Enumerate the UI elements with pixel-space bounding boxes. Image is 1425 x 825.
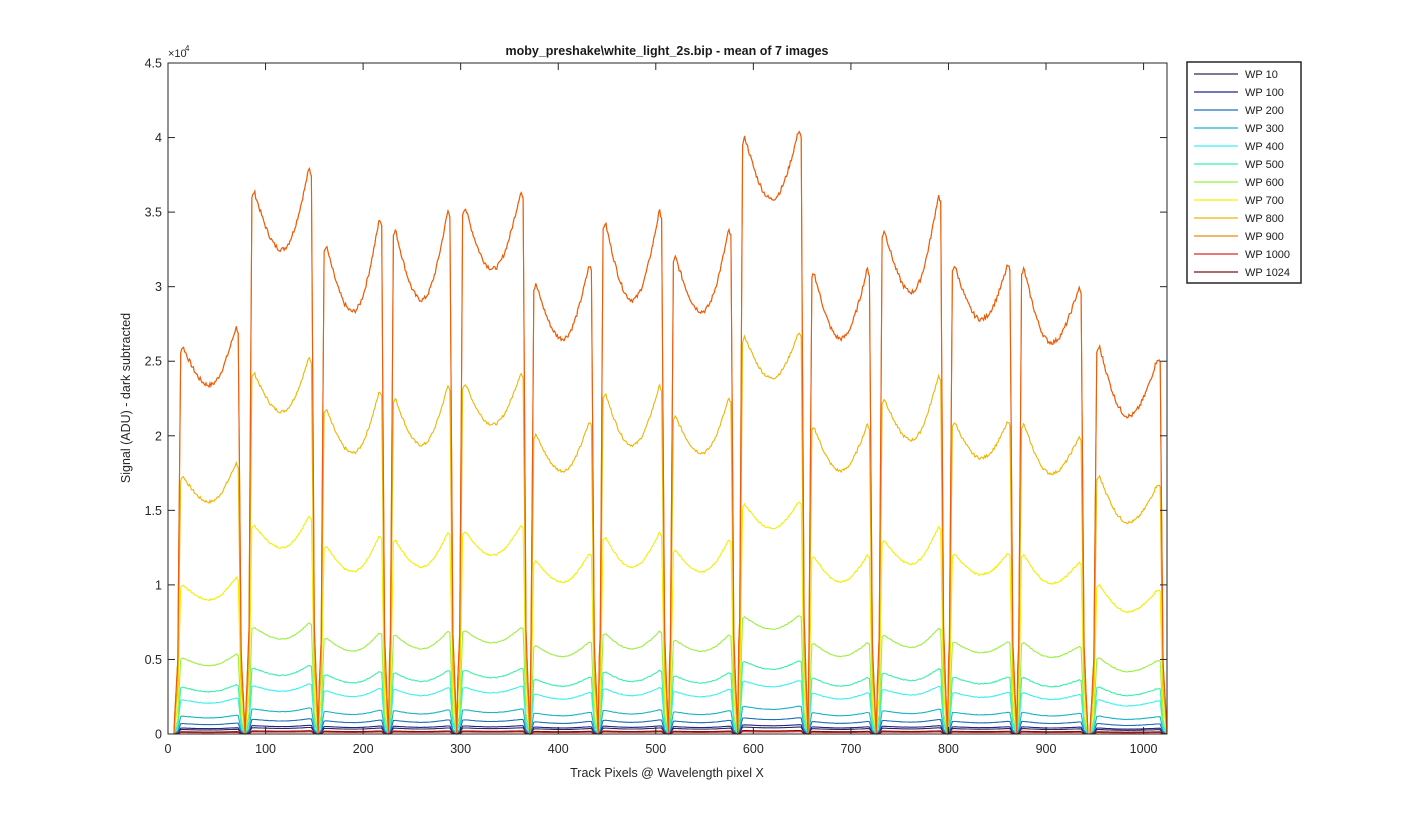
legend: WP 10 WP 100 WP 200 WP 300 WP 400 WP 500 WP 60…: [1186, 61, 1302, 284]
legend-label: WP 700: [1245, 195, 1284, 207]
legend-label: WP 1024: [1245, 267, 1290, 279]
legend-label: WP 300: [1245, 123, 1284, 135]
x-tick-label: 900: [1036, 742, 1057, 756]
y-tick-label: 2: [155, 429, 162, 443]
x-tick-label: 300: [450, 742, 471, 756]
legend-label: WP 900: [1245, 231, 1284, 243]
legend-label: WP 500: [1245, 159, 1284, 171]
y-tick-label: 0: [155, 728, 162, 742]
x-tick-label: 100: [255, 742, 276, 756]
y-tick-label: 1.5: [145, 504, 162, 518]
x-tick-label: 700: [840, 742, 861, 756]
y-axis-ticks: 0 0.5 1 1.5 2 2.5 3 3.5 4 4.5: [145, 57, 1167, 742]
axes-box: [167, 62, 1168, 735]
series-line: [169, 130, 1168, 735]
x-tick-label: 200: [353, 742, 374, 756]
x-tick-label: 800: [938, 742, 959, 756]
legend-label: WP 200: [1245, 105, 1284, 117]
x-tick-label: 500: [645, 742, 666, 756]
x-tick-label: 0: [165, 742, 172, 756]
x-axis-label: Track Pixels @ Wavelength pixel X: [570, 766, 764, 780]
y-tick-label: 2.5: [145, 355, 162, 369]
legend-label: WP 100: [1245, 87, 1284, 99]
legend-items: WP 10 WP 100 WP 200 WP 300 WP 400 WP 500 WP 60…: [1194, 69, 1290, 279]
legend-label: WP 400: [1245, 141, 1284, 153]
chart-title: moby_preshake\white_light_2s.bip - mean …: [505, 44, 828, 58]
y-axis-label: Signal (ADU) - dark subtracted: [119, 313, 133, 483]
legend-label: WP 10: [1245, 69, 1278, 81]
y-tick-label: 4.5: [145, 57, 162, 71]
legend-label: WP 800: [1245, 213, 1284, 225]
legend-label: WP 1000: [1245, 249, 1290, 261]
y-tick-label: 1: [155, 578, 162, 592]
y-tick-label: 0.5: [145, 653, 162, 667]
x-tick-label: 1000: [1130, 742, 1158, 756]
legend-label: WP 600: [1245, 177, 1284, 189]
y-tick-label: 3.5: [145, 206, 162, 220]
x-tick-label: 600: [743, 742, 764, 756]
y-exponent-power: 4: [185, 44, 190, 53]
y-tick-label: 3: [155, 280, 162, 294]
legend-box: [1186, 61, 1302, 284]
y-exponent: ×10 4: [168, 44, 190, 60]
y-exponent-base: ×10: [168, 48, 187, 60]
x-axis-ticks: 0 100 200 300 400 500 600 700 800 900 1000: [165, 63, 1158, 756]
y-tick-label: 4: [155, 131, 162, 145]
x-tick-label: 400: [548, 742, 569, 756]
